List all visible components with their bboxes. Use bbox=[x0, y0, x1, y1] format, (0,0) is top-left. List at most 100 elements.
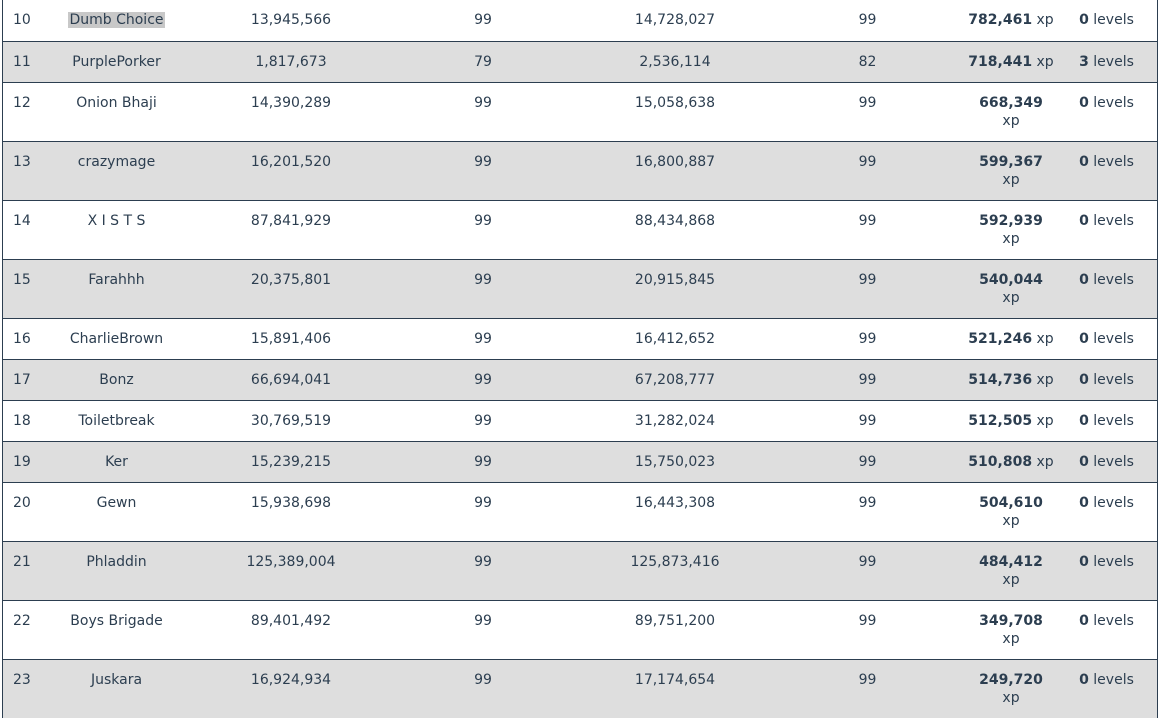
levels-gained-value: 0 bbox=[1079, 271, 1089, 288]
xp-start-value: 15,239,215 bbox=[250, 453, 332, 470]
levels-gained-unit: levels bbox=[1093, 53, 1134, 70]
level-start-value: 99 bbox=[474, 330, 492, 347]
rank-value: 11 bbox=[13, 53, 31, 70]
player-name-cell[interactable]: crazymage bbox=[36, 141, 197, 200]
xp-gain-unit: xp bbox=[1002, 289, 1020, 306]
xp-start-value: 1,817,673 bbox=[255, 53, 327, 70]
player-name-cell[interactable]: Juskara bbox=[36, 659, 197, 718]
level-start-cell: 99 bbox=[385, 141, 581, 200]
table-row: 21 Phladdin 125,389,004 99 125,873,416 9… bbox=[3, 541, 1157, 600]
levels-gained-cell: 0 levels bbox=[1056, 200, 1157, 259]
xp-gain-cell: 484,412 xp bbox=[966, 541, 1056, 600]
level-start-value: 99 bbox=[474, 612, 492, 629]
level-start-value: 99 bbox=[474, 212, 492, 229]
xp-start-cell: 125,389,004 bbox=[197, 541, 385, 600]
player-name-cell[interactable]: Dumb Choice bbox=[36, 0, 197, 41]
player-name-cell[interactable]: Bonz bbox=[36, 359, 197, 400]
rank-cell: 15 bbox=[3, 259, 36, 318]
player-name-cell[interactable]: CharlieBrown bbox=[36, 318, 197, 359]
level-start-value: 99 bbox=[474, 453, 492, 470]
player-name-cell[interactable]: Gewn bbox=[36, 482, 197, 541]
player-name-link[interactable]: Ker bbox=[105, 453, 128, 470]
xp-end-value: 89,751,200 bbox=[634, 612, 716, 629]
xp-start-cell: 1,817,673 bbox=[197, 41, 385, 82]
player-name-link[interactable]: Boys Brigade bbox=[70, 612, 163, 629]
player-name-link[interactable]: Farahhh bbox=[88, 271, 145, 288]
rank-cell: 19 bbox=[3, 441, 36, 482]
rank-value: 23 bbox=[13, 671, 31, 688]
level-end-cell: 99 bbox=[769, 400, 966, 441]
level-end-cell: 99 bbox=[769, 141, 966, 200]
xp-start-value: 30,769,519 bbox=[250, 412, 332, 429]
level-start-value: 79 bbox=[474, 53, 492, 70]
xp-start-value: 13,945,566 bbox=[250, 12, 332, 28]
player-name-cell[interactable]: PurplePorker bbox=[36, 41, 197, 82]
xp-end-value: 125,873,416 bbox=[630, 553, 720, 570]
table-row: 17 Bonz 66,694,041 99 67,208,777 99 514,… bbox=[3, 359, 1157, 400]
player-name-link[interactable]: Dumb Choice bbox=[68, 12, 165, 28]
xp-end-cell: 20,915,845 bbox=[581, 259, 769, 318]
level-end-value: 99 bbox=[858, 153, 877, 170]
xp-end-cell: 17,174,654 bbox=[581, 659, 769, 718]
xp-gain-unit: xp bbox=[1002, 630, 1020, 647]
level-start-cell: 99 bbox=[385, 0, 581, 41]
player-name-link[interactable]: Juskara bbox=[90, 671, 143, 688]
levels-gained-unit: levels bbox=[1093, 612, 1134, 629]
xp-gain-value: 540,044 bbox=[979, 271, 1043, 288]
level-start-value: 99 bbox=[474, 494, 492, 511]
xp-gain-value: 782,461 bbox=[968, 12, 1033, 28]
player-name-cell[interactable]: Onion Bhaji bbox=[36, 82, 197, 141]
xp-end-value: 88,434,868 bbox=[634, 212, 716, 229]
player-name-link[interactable]: X I S T S bbox=[87, 212, 146, 229]
player-name-cell[interactable]: X I S T S bbox=[36, 200, 197, 259]
levels-gained-value: 0 bbox=[1079, 412, 1089, 429]
player-name-link[interactable]: Bonz bbox=[99, 371, 134, 388]
levels-gained-value: 0 bbox=[1079, 12, 1089, 28]
player-name-link[interactable]: Gewn bbox=[96, 494, 137, 511]
rank-cell: 21 bbox=[3, 541, 36, 600]
player-name-link[interactable]: PurplePorker bbox=[72, 53, 161, 70]
xp-start-cell: 16,201,520 bbox=[197, 141, 385, 200]
player-name-link[interactable]: CharlieBrown bbox=[69, 330, 164, 347]
player-name-cell[interactable]: Ker bbox=[36, 441, 197, 482]
levels-gained-cell: 0 levels bbox=[1056, 600, 1157, 659]
xp-start-value: 15,891,406 bbox=[250, 330, 332, 347]
levels-gained-cell: 0 levels bbox=[1056, 141, 1157, 200]
player-name-cell[interactable]: Boys Brigade bbox=[36, 600, 197, 659]
xp-start-cell: 89,401,492 bbox=[197, 600, 385, 659]
player-name-cell[interactable]: Farahhh bbox=[36, 259, 197, 318]
level-end-value: 99 bbox=[858, 94, 877, 111]
table-row: 19 Ker 15,239,215 99 15,750,023 99 510,8… bbox=[3, 441, 1157, 482]
table-row: 15 Farahhh 20,375,801 99 20,915,845 99 5… bbox=[3, 259, 1157, 318]
table-row: 11 PurplePorker 1,817,673 79 2,536,114 8… bbox=[3, 41, 1157, 82]
level-end-cell: 99 bbox=[769, 0, 966, 41]
rank-cell: 14 bbox=[3, 200, 36, 259]
player-name-link[interactable]: Onion Bhaji bbox=[76, 94, 157, 111]
xp-gain-cell: 349,708 xp bbox=[966, 600, 1056, 659]
xp-end-value: 2,536,114 bbox=[639, 53, 711, 70]
level-start-cell: 99 bbox=[385, 441, 581, 482]
level-end-value: 99 bbox=[858, 494, 877, 511]
table-row: 22 Boys Brigade 89,401,492 99 89,751,200… bbox=[3, 600, 1157, 659]
rank-value: 21 bbox=[13, 553, 31, 570]
level-start-cell: 99 bbox=[385, 259, 581, 318]
xp-gain-unit: xp bbox=[1002, 171, 1020, 188]
level-end-value: 99 bbox=[858, 212, 877, 229]
levels-gained-unit: levels bbox=[1093, 271, 1134, 288]
xp-gain-value: 718,441 bbox=[968, 53, 1033, 70]
levels-gained-cell: 0 levels bbox=[1056, 0, 1157, 41]
xp-start-cell: 14,390,289 bbox=[197, 82, 385, 141]
rank-cell: 23 bbox=[3, 659, 36, 718]
player-name-link[interactable]: Phladdin bbox=[86, 553, 147, 570]
levels-gained-cell: 0 levels bbox=[1056, 659, 1157, 718]
player-name-cell[interactable]: Phladdin bbox=[36, 541, 197, 600]
player-name-link[interactable]: Toiletbreak bbox=[78, 412, 155, 429]
xp-end-value: 31,282,024 bbox=[634, 412, 716, 429]
player-name-cell[interactable]: Toiletbreak bbox=[36, 400, 197, 441]
levels-gained-value: 0 bbox=[1079, 494, 1089, 511]
rank-value: 12 bbox=[13, 94, 31, 111]
xp-gain-cell: 521,246 xp bbox=[966, 318, 1056, 359]
xp-start-cell: 66,694,041 bbox=[197, 359, 385, 400]
player-name-link[interactable]: crazymage bbox=[77, 153, 156, 170]
levels-gained-value: 0 bbox=[1079, 94, 1089, 111]
